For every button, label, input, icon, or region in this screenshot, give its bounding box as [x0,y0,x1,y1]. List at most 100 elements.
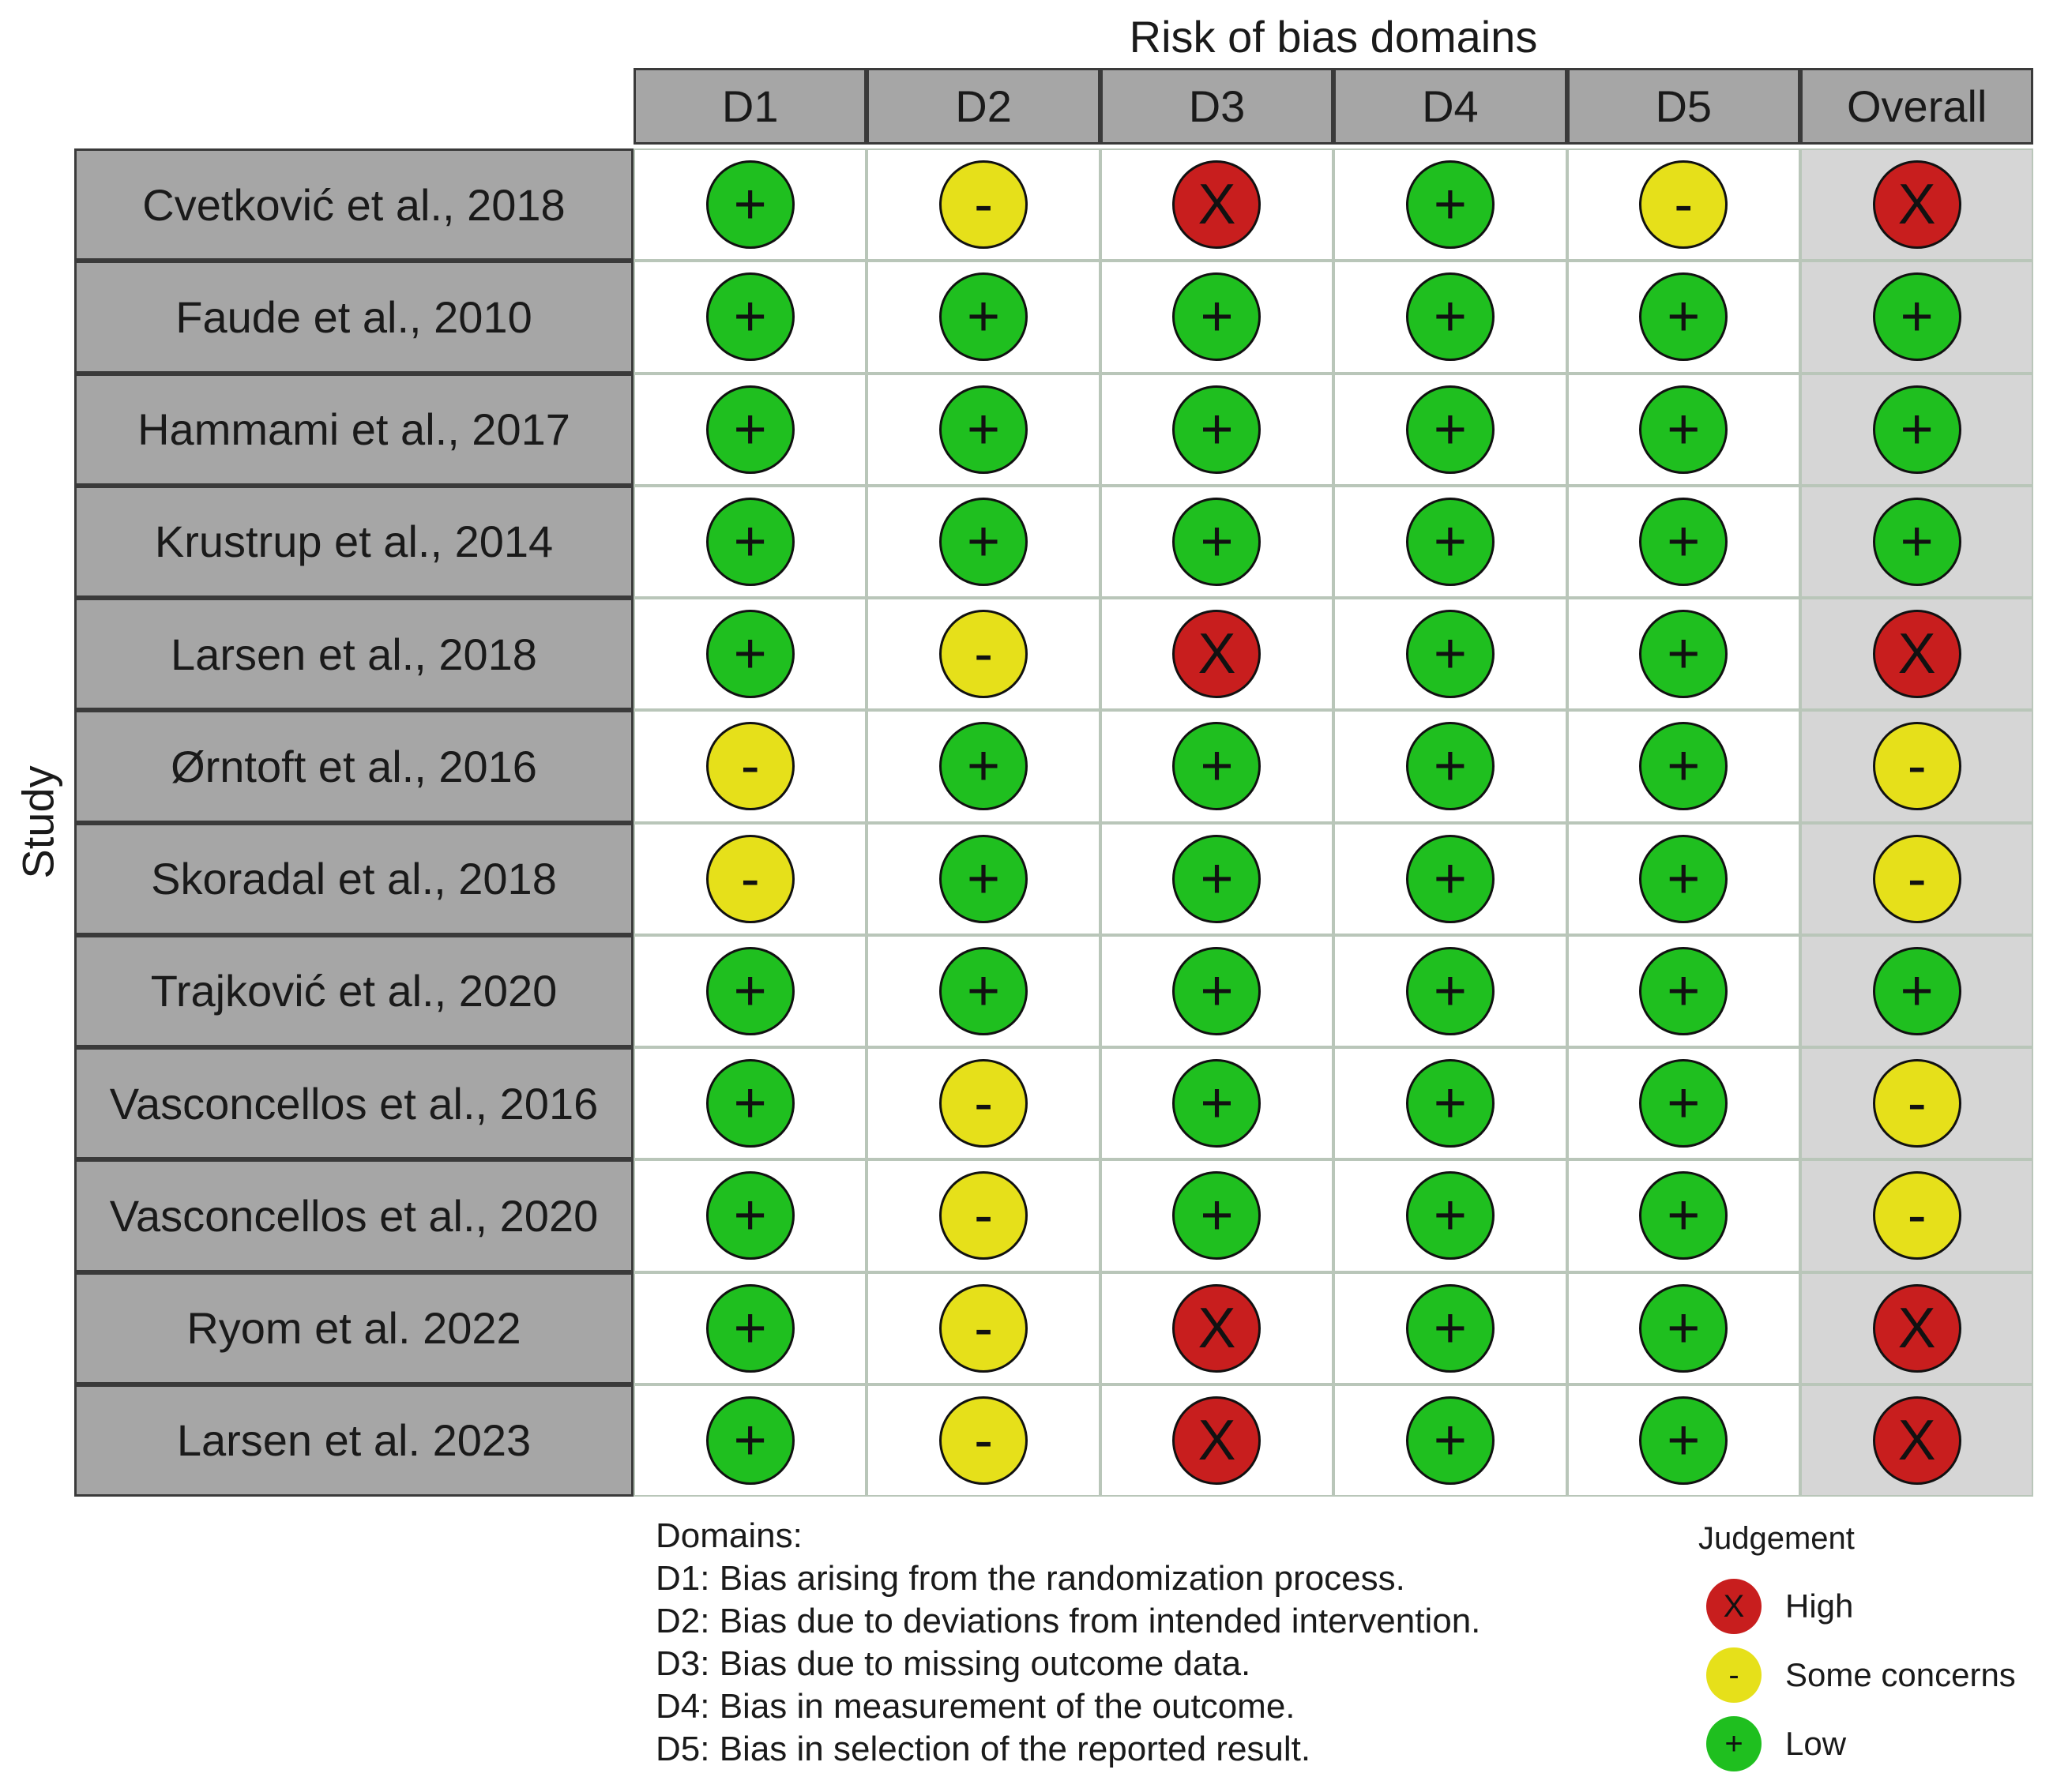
judgement-some-concerns-icon: - [939,1396,1028,1485]
judgement-low-icon: + [1639,497,1728,586]
judgement-cell: + [1800,373,2034,486]
judgement-low-icon: + [1639,1396,1728,1485]
judgement-cell: X [1800,1384,2034,1497]
judgement-cell: - [1800,822,2034,935]
judgement-cell: + [1566,1384,1800,1497]
judgement-cell: + [1333,148,1567,261]
judgement-cell: - [1800,1047,2034,1160]
column-header-d5: D5 [1566,68,1800,145]
judgement-cell: + [867,822,1100,935]
judgement-cell: - [867,1384,1100,1497]
judgement-cell: X [1100,598,1334,711]
judgement-cell: + [1100,1159,1334,1272]
judgement-low-icon: + [1405,946,1495,1035]
judgement-low-icon: + [705,610,795,699]
judgement-cell: + [1100,485,1334,598]
judgement-low-icon: + [939,272,1028,362]
judgement-cell: + [1333,822,1567,935]
judgement-cell: + [1333,485,1567,598]
judgement-low-icon: + [705,497,795,586]
domain-d2-description: D2: Bias due to deviations from intended… [656,1602,1481,1640]
judgement-cell: + [634,261,867,374]
judgement-some-concerns-icon: - [1872,1171,1961,1260]
judgement-low-icon: + [1405,385,1495,474]
judgement-low-icon: + [1172,1171,1262,1260]
judgement-cell: + [634,934,867,1047]
legend-label: Low [1785,1725,1847,1762]
judgement-low-icon: + [1405,834,1495,923]
judgement-cell: + [1800,485,2034,598]
judgement-cell: + [634,1047,867,1160]
judgement-low-icon: + [1639,1059,1728,1148]
judgement-low-icon: + [1405,497,1495,586]
judgement-low-icon: + [1405,1171,1495,1260]
judgement-cell: - [1800,710,2034,823]
judgement-cell: - [867,1272,1100,1384]
judgement-low-icon: + [1639,834,1728,923]
judgement-cell: + [1100,261,1334,374]
judgement-cell: X [1100,1272,1334,1384]
domain-d5-description: D5: Bias in selection of the reported re… [656,1730,1311,1768]
judgement-cell: + [1566,373,1800,486]
judgement-some-concerns-icon: - [939,1171,1028,1260]
judgement-cell: + [1100,822,1334,935]
judgement-low-icon: + [705,272,795,362]
judgement-low-icon: + [1639,1171,1728,1260]
judgement-low-icon: + [705,160,795,250]
judgement-some-concerns-icon: - [1639,160,1728,250]
judgement-low-icon: + [705,1171,795,1260]
study-label: Larsen et al., 2018 [74,598,634,711]
judgement-cell: + [867,710,1100,823]
judgement-cell: + [867,934,1100,1047]
judgement-low-icon: + [1172,1059,1262,1148]
legend-high-icon: X [1706,1579,1762,1634]
judgement-low-icon: + [1405,1396,1495,1485]
study-label: Trajković et al., 2020 [74,934,634,1047]
study-label: Ørntoft et al., 2016 [74,710,634,823]
judgement-cell: X [1800,598,2034,711]
judgement-low-icon: + [1172,385,1262,474]
judgement-cell: + [1566,261,1800,374]
judgement-cell: - [867,148,1100,261]
judgement-high-icon: X [1872,160,1961,250]
judgement-cell: + [1100,710,1334,823]
judgement-cell: - [634,710,867,823]
column-header-d4: D4 [1333,68,1567,145]
judgement-cell: + [1333,710,1567,823]
judgement-high-icon: X [1872,610,1961,699]
judgement-cell: + [1566,1159,1800,1272]
judgement-cell: - [867,598,1100,711]
study-label: Krustrup et al., 2014 [74,485,634,598]
judgement-some-concerns-icon: - [1872,722,1961,811]
judgement-cell: + [1333,373,1567,486]
domain-d3-description: D3: Bias due to missing outcome data. [656,1644,1251,1683]
legend-item-high: X High [1706,1579,1853,1634]
domain-descriptions: Domains: D1: Bias arising from the rando… [656,1515,1480,1771]
judgement-low-icon: + [939,946,1028,1035]
column-header-overall: Overall [1800,68,2034,145]
judgement-high-icon: X [1872,1396,1961,1485]
judgement-cell: + [1333,1047,1567,1160]
judgement-some-concerns-icon: - [939,1059,1028,1148]
judgement-low-icon: + [1405,722,1495,811]
judgement-cell: + [1333,1384,1567,1497]
study-label: Faude et al., 2010 [74,261,634,374]
judgement-cell: + [867,373,1100,486]
column-header-d1: D1 [634,68,867,145]
judgement-cell: + [1333,934,1567,1047]
judgement-low-icon: + [1872,946,1961,1035]
judgement-low-icon: + [705,1396,795,1485]
legend-item-low: + Low [1706,1716,1846,1771]
study-label: Skoradal et al., 2018 [74,822,634,935]
judgement-low-icon: + [1405,610,1495,699]
domain-d1-description: D1: Bias arising from the randomization … [656,1559,1405,1598]
judgement-low-icon: + [705,946,795,1035]
judgement-cell: - [634,822,867,935]
judgement-cell: + [1333,1159,1567,1272]
judgement-low-icon: + [1405,1059,1495,1148]
judgement-low-icon: + [939,385,1028,474]
judgement-some-concerns-icon: - [939,610,1028,699]
judgement-cell: + [1100,934,1334,1047]
judgement-cell: + [1100,373,1334,486]
judgement-cell: + [1333,598,1567,711]
